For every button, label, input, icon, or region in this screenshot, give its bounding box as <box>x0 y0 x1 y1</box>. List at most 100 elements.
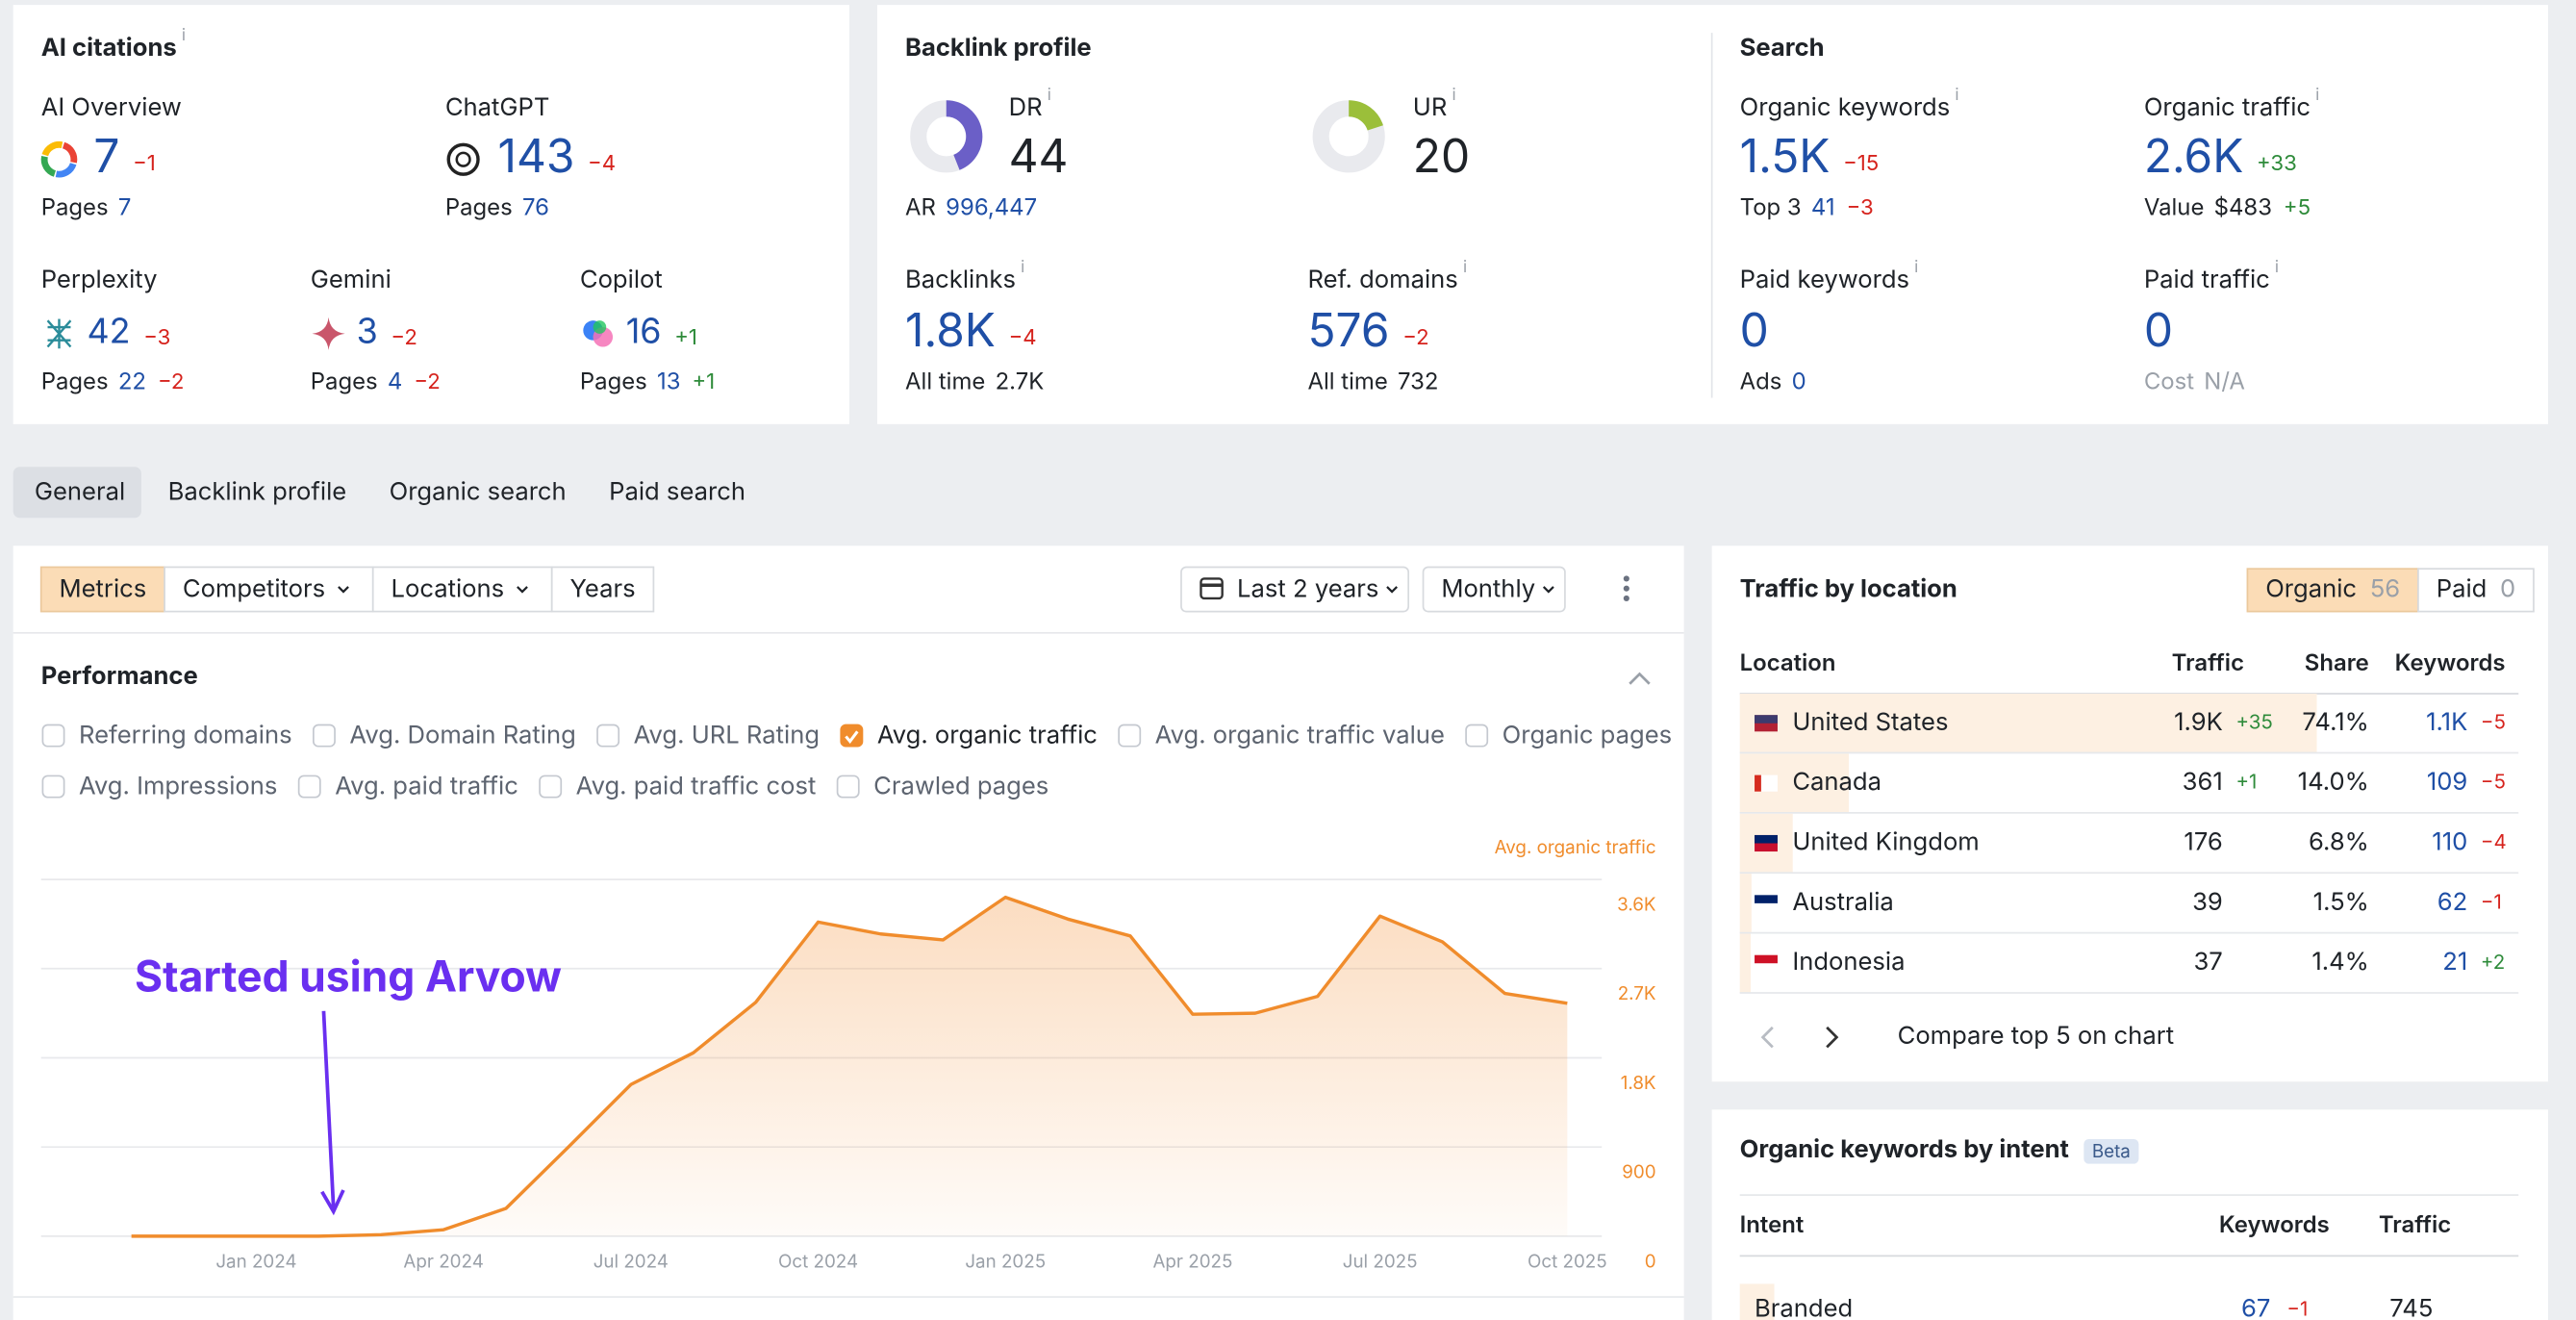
toggle-count: 56 <box>2370 573 2400 603</box>
traffic-value: 361 <box>2183 767 2223 797</box>
metric-name: Perplexity <box>41 265 158 294</box>
toggle-button[interactable] <box>2417 568 2535 613</box>
metric-option[interactable]: Avg. URL Rating <box>634 720 820 749</box>
traffic-value: 176 <box>2184 827 2222 857</box>
compare-link[interactable]: Compare top 5 on chart <box>1898 1021 2175 1051</box>
info-icon: i <box>1021 257 1024 277</box>
pages-label: Pages <box>580 368 647 395</box>
tab[interactable]: Paid search <box>609 477 745 507</box>
metric-option[interactable]: Avg. organic traffic <box>877 720 1098 749</box>
column-header: Keywords <box>2395 648 2506 676</box>
checkbox[interactable] <box>539 774 563 799</box>
traffic-value: 1.9K <box>2174 707 2223 737</box>
tab[interactable]: Organic search <box>390 477 567 507</box>
checkbox[interactable] <box>1118 723 1142 748</box>
calendar-icon <box>1200 577 1224 600</box>
toolbar-label[interactable]: Monthly <box>1441 573 1535 603</box>
active-tab[interactable] <box>13 467 141 519</box>
toolbar-button[interactable] <box>1180 566 1410 613</box>
x-tick-label: Oct 2024 <box>778 1250 858 1272</box>
share-value: 1.4% <box>2311 947 2368 977</box>
sub-label: Cost <box>2144 368 2194 395</box>
metric-option[interactable]: Organic pages <box>1503 720 1672 749</box>
toolbar-label[interactable]: Last 2 years <box>1237 573 1378 603</box>
change: −2 <box>1402 324 1428 350</box>
metric-option[interactable]: Avg. organic traffic value <box>1155 720 1445 749</box>
metric-option[interactable]: Crawled pages <box>873 771 1048 800</box>
intent-name: Branded <box>1755 1294 1853 1320</box>
checkbox[interactable] <box>313 723 336 748</box>
checkbox[interactable] <box>41 723 65 748</box>
metric-option[interactable]: Referring domains <box>79 720 292 749</box>
toggle-button[interactable] <box>2246 568 2419 613</box>
sub-label: All time <box>905 368 985 395</box>
location-name: United States <box>1792 707 1948 737</box>
toolbar-button[interactable] <box>39 566 165 613</box>
sub-value: 2.7K <box>996 368 1045 395</box>
pages-value: 76 <box>522 193 549 221</box>
share-value: 74.1% <box>2302 707 2368 737</box>
toolbar-button[interactable] <box>371 566 553 613</box>
sub-label: Ads <box>1740 368 1782 395</box>
y-tick-label: 2.7K <box>1618 982 1656 1004</box>
share-value: 14.0% <box>2298 767 2369 797</box>
checkbox[interactable] <box>297 774 321 799</box>
pages-value: 4 <box>388 368 402 395</box>
change: −1 <box>2286 1296 2308 1320</box>
info-icon: i <box>1048 85 1051 105</box>
checkbox[interactable] <box>596 723 620 748</box>
share-value: 1.5% <box>2313 887 2369 917</box>
collapse-icon[interactable] <box>1629 672 1651 685</box>
keywords-value: 62 <box>2437 887 2467 917</box>
checkbox[interactable] <box>1465 723 1489 748</box>
flag <box>1755 954 1778 964</box>
perplexity-icon <box>46 318 72 349</box>
change: −3 <box>143 324 170 350</box>
info-icon: i <box>182 25 186 45</box>
change: +2 <box>2481 950 2505 974</box>
annotation: Started using Arvow <box>135 950 562 1002</box>
toolbar-button[interactable] <box>164 566 374 613</box>
checkbox[interactable] <box>836 774 860 799</box>
location-name: Indonesia <box>1792 947 1905 977</box>
toolbar-button[interactable] <box>550 566 655 613</box>
column-header: Traffic <box>2172 648 2244 676</box>
change: −2 <box>414 368 440 394</box>
location-name: Australia <box>1792 887 1893 917</box>
flag <box>1755 834 1778 844</box>
pages-value: 22 <box>118 368 146 395</box>
toolbar-label[interactable]: Competitors <box>183 573 325 603</box>
tab[interactable]: General <box>35 477 125 507</box>
change: +5 <box>2284 194 2311 220</box>
info-icon: i <box>1463 257 1467 277</box>
pages-label: Pages <box>311 368 378 395</box>
line <box>131 895 1568 1238</box>
metric-name: Gemini <box>311 265 391 294</box>
toolbar-label[interactable]: Locations <box>391 573 505 603</box>
axis-title: Avg. organic traffic <box>1495 836 1656 858</box>
toolbar-label[interactable]: Metrics <box>59 573 146 603</box>
metric-option[interactable]: Avg. paid traffic cost <box>576 771 817 800</box>
traffic-value: 37 <box>2193 947 2222 977</box>
column-header: Keywords <box>2219 1210 2330 1238</box>
share-bar <box>1739 933 1752 993</box>
prev-page[interactable] <box>1760 1026 1774 1049</box>
share-bar <box>1739 1283 1775 1320</box>
checkbox[interactable] <box>840 723 864 748</box>
toggle-label[interactable]: Organic <box>2265 573 2357 603</box>
metric-option[interactable]: Avg. Domain Rating <box>349 720 575 749</box>
next-page[interactable] <box>1826 1026 1839 1049</box>
more-menu[interactable] <box>1623 575 1629 602</box>
metric-option[interactable]: Avg. Impressions <box>79 771 277 800</box>
metric-option[interactable]: Avg. paid traffic <box>335 771 518 800</box>
keywords-value: 1.1K <box>2426 707 2467 737</box>
toggle-label[interactable]: Paid <box>2437 573 2488 603</box>
toolbar-button[interactable] <box>1422 566 1566 613</box>
change: +1 <box>692 368 715 394</box>
metric-value: 16 <box>626 310 662 352</box>
checkbox[interactable] <box>41 774 65 799</box>
toolbar-label[interactable]: Years <box>569 573 635 603</box>
tab[interactable]: Backlink profile <box>168 477 347 507</box>
